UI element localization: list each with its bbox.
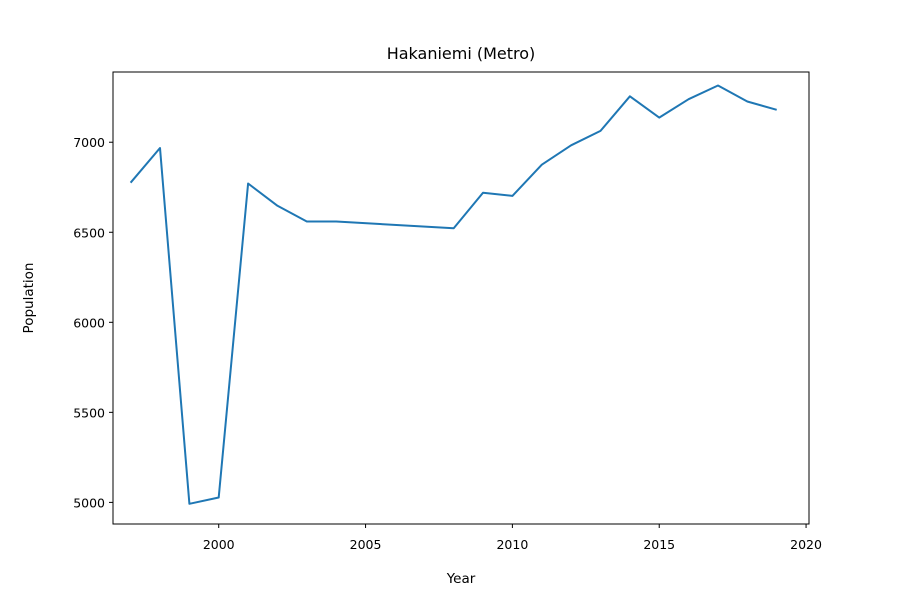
- y-axis-label: Population: [21, 263, 37, 334]
- axis-ticks: 2000 2005 2010 2015 2020 5000 5500 6000 6500 7000: [73, 135, 822, 552]
- x-tick-label: 2000: [203, 537, 235, 552]
- plot-area-frame: [112, 71, 810, 525]
- y-tick-label: 6500: [73, 225, 105, 240]
- series-line: [129, 84, 777, 505]
- x-axis-label: Year: [446, 571, 476, 587]
- y-tick-label: 7000: [73, 135, 105, 150]
- chart-title: Hakaniemi (Metro): [387, 44, 536, 63]
- y-tick-label: 5000: [73, 495, 105, 510]
- x-tick-label: 2010: [496, 537, 528, 552]
- x-tick-label: 2005: [350, 537, 382, 552]
- x-tick-label: 2020: [790, 537, 822, 552]
- y-tick-label: 5500: [73, 405, 105, 420]
- y-tick-label: 6000: [73, 315, 105, 330]
- x-tick-label: 2015: [643, 537, 675, 552]
